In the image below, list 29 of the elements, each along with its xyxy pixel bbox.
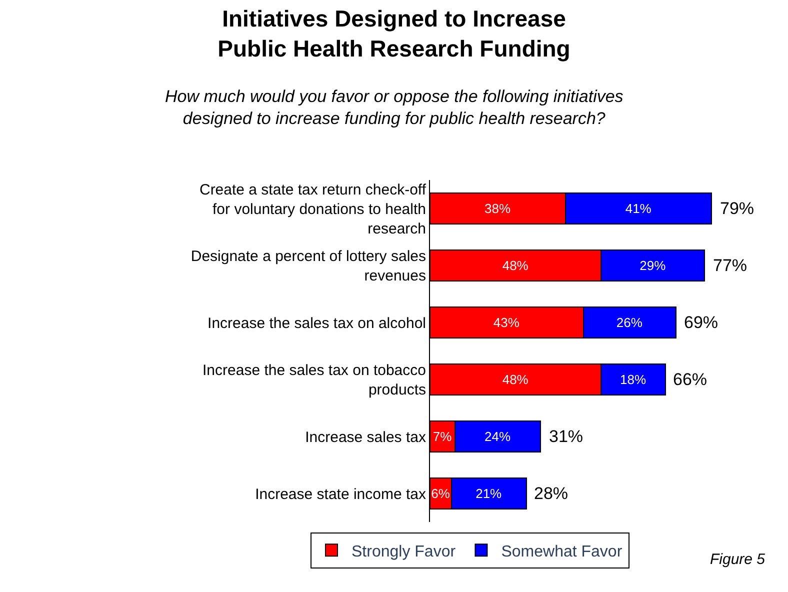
y-tick-label: Create a state tax return check-off for voluntary donations to health research — [199, 181, 427, 238]
total-label: 31% — [549, 427, 584, 446]
caption: Figure 5 — [710, 551, 766, 568]
total-label: 77% — [713, 256, 748, 275]
data-label: 48% — [502, 258, 529, 273]
data-label: 41% — [625, 201, 652, 216]
data-label: 6% — [431, 486, 450, 501]
y-tick-label: Increase the sales tax on alcohol — [208, 314, 426, 332]
y-tick-label: Increase state income tax — [255, 486, 426, 503]
chart-subtitle: How much would you favor or oppose the following initiatives designed to increase funding for public health research? — [165, 87, 624, 128]
y-tick-label: Increase the sales tax on tobacco products — [202, 362, 426, 398]
legend-label: Strongly Favor — [352, 543, 456, 560]
chart-title: Initiatives Designed to Increase Public Health Research Funding — [218, 6, 570, 62]
data-label: 43% — [493, 315, 520, 330]
data-label: 38% — [484, 201, 511, 216]
data-label: 29% — [640, 258, 666, 273]
data-label: 26% — [616, 315, 643, 330]
total-label: 69% — [684, 313, 718, 332]
data-label: 18% — [620, 372, 646, 388]
legend-label: Somewhat Favor — [501, 543, 623, 560]
total-label: 66% — [673, 370, 708, 389]
data-label: 48% — [502, 372, 529, 388]
data-label: 24% — [484, 429, 511, 444]
data-label: 21% — [476, 486, 502, 501]
total-label: 79% — [720, 199, 754, 218]
data-label: 7% — [432, 429, 452, 444]
y-tick-label: Designate a percent of lottery sales revenues — [190, 248, 426, 284]
y-tick-label: Increase sales tax — [305, 428, 426, 446]
total-label: 28% — [534, 484, 568, 503]
